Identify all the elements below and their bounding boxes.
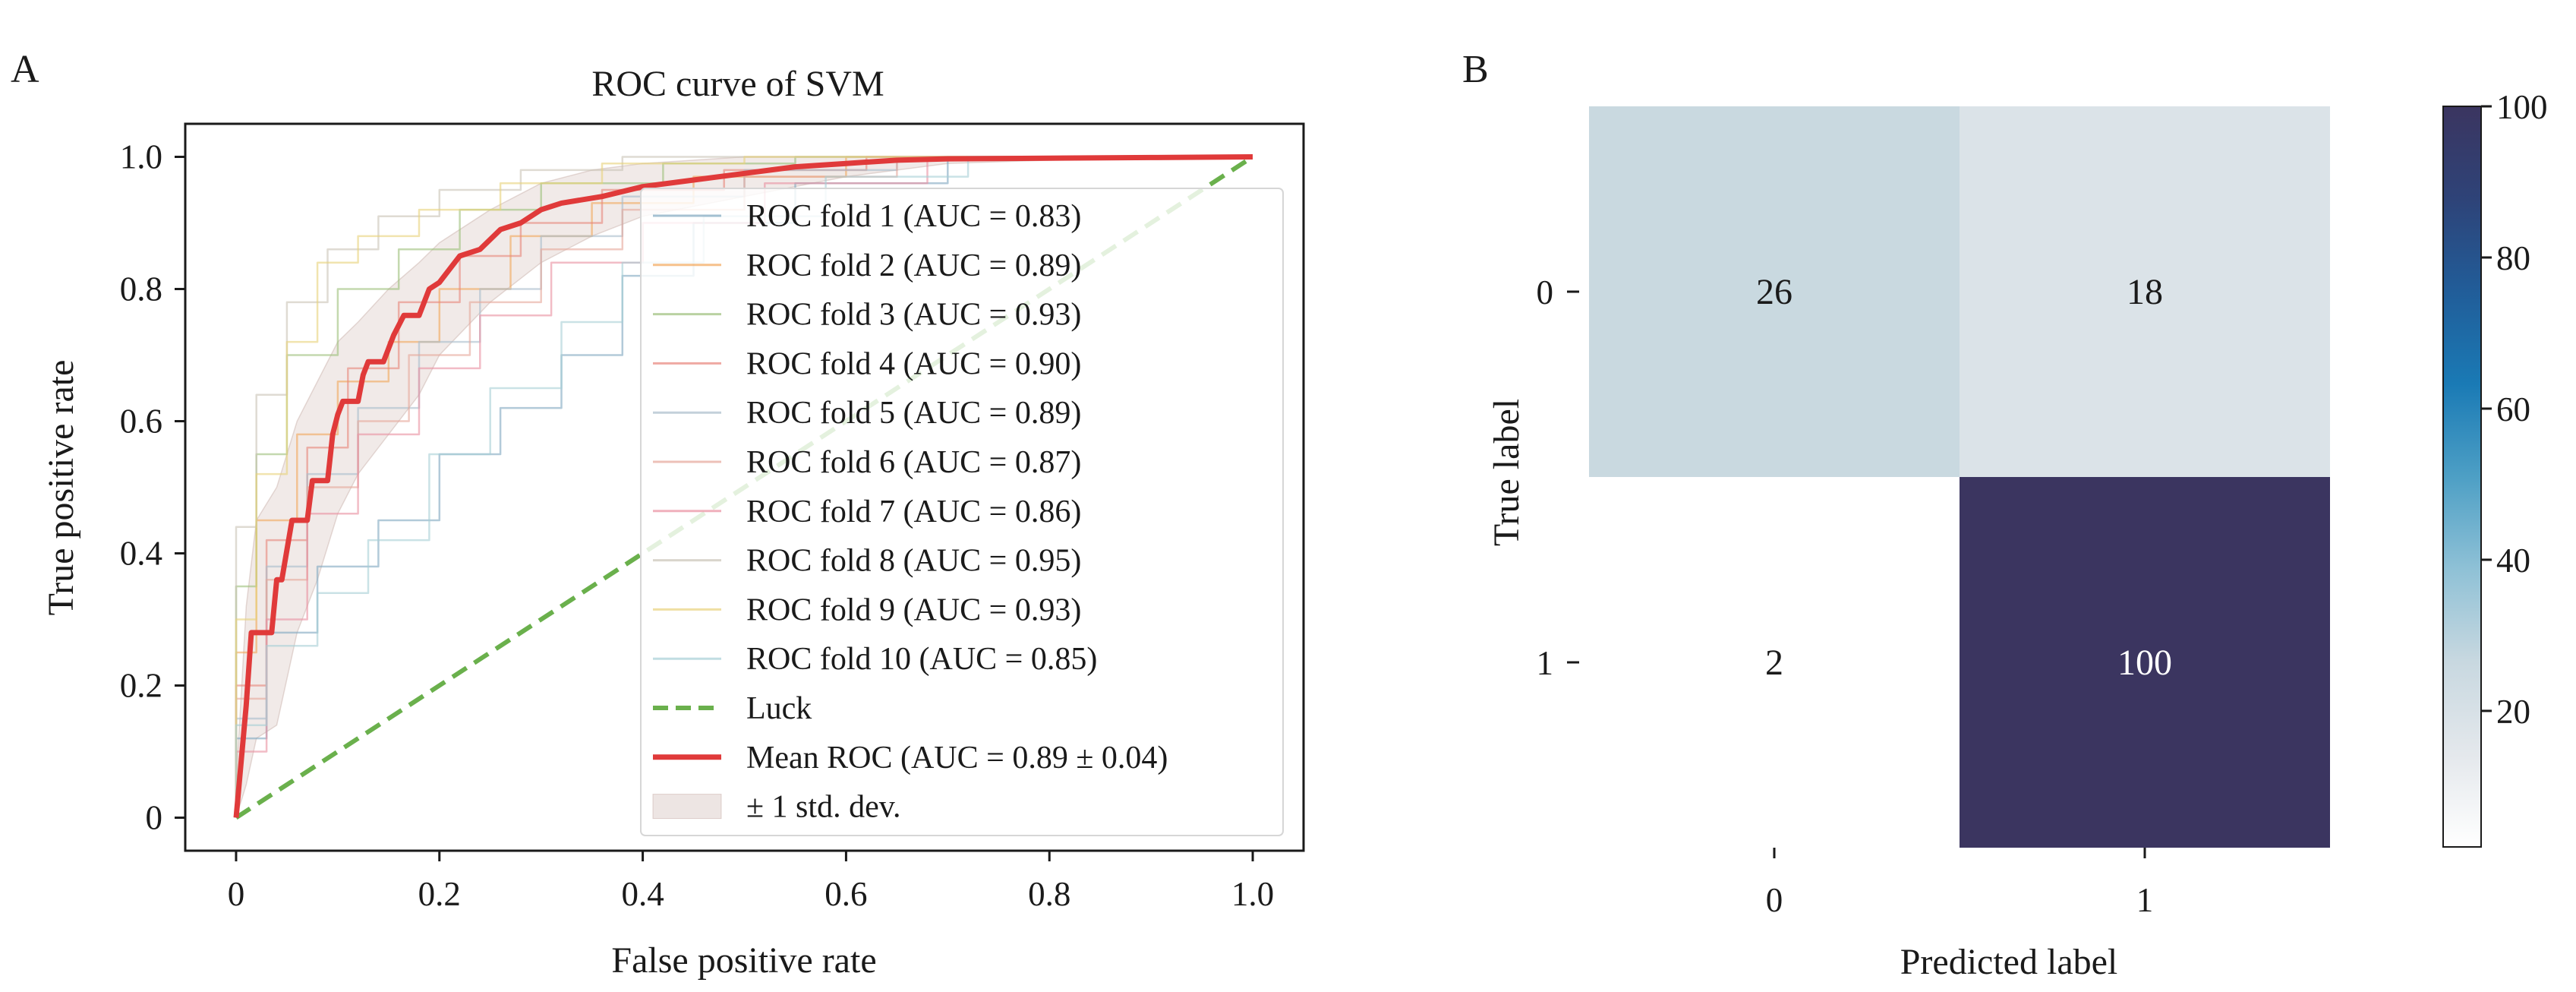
cm-cell bbox=[1960, 106, 2330, 477]
roc-x-tick-label: 0.6 bbox=[825, 875, 867, 913]
roc-legend: ROC fold 1 (AUC = 0.83) ROC fold 2 (AUC =… bbox=[640, 188, 1284, 836]
legend-label: Mean ROC (AUC = 0.89 ± 0.04) bbox=[746, 741, 1168, 776]
legend-label: ROC fold 4 (AUC = 0.90) bbox=[746, 346, 1081, 381]
colorbar: 20 40 60 80 100 bbox=[2442, 88, 2548, 848]
colorbar-bar bbox=[2442, 106, 2482, 848]
cm-cell bbox=[1589, 477, 1960, 848]
legend-label: ROC fold 7 (AUC = 0.86) bbox=[746, 494, 1081, 529]
cm-cell-value: 26 bbox=[1756, 272, 1792, 312]
colorbar-tick-label: 100 bbox=[2496, 88, 2548, 126]
roc-y-tick-label: 0.2 bbox=[120, 667, 162, 705]
roc-title: ROC curve of SVM bbox=[591, 64, 884, 104]
cm-cell bbox=[1960, 477, 2330, 848]
legend-label: ± 1 std. dev. bbox=[746, 790, 900, 825]
confusion-matrix-ticks: 0 1 0 1 bbox=[1537, 273, 2154, 919]
legend-label: ROC fold 2 (AUC = 0.89) bbox=[746, 248, 1081, 283]
legend-label: ROC fold 8 (AUC = 0.95) bbox=[746, 544, 1081, 579]
roc-x-tick-label: 1.0 bbox=[1231, 875, 1274, 913]
panel-letter-a: A bbox=[11, 48, 39, 91]
cm-x-tick-label: 0 bbox=[1766, 881, 1783, 919]
cm-cell bbox=[1589, 106, 1960, 477]
roc-x-tick-label: 0.8 bbox=[1028, 875, 1070, 913]
cm-x-axis-title: Predicted label bbox=[1900, 942, 2118, 982]
cm-x-tick-label: 1 bbox=[2136, 881, 2154, 919]
panel-letter-b: B bbox=[1462, 48, 1489, 91]
roc-axes-frame bbox=[184, 122, 1305, 852]
legend-label: ROC fold 5 (AUC = 0.89) bbox=[746, 396, 1081, 431]
cm-y-tick-label: 0 bbox=[1537, 273, 1554, 311]
roc-y-ticks: 0 0.2 0.4 0.6 0.8 1.0 bbox=[120, 138, 185, 837]
roc-legend-frame bbox=[640, 188, 1284, 836]
roc-y-axis-title: True positive rate bbox=[41, 360, 81, 616]
legend-label: ROC fold 3 (AUC = 0.93) bbox=[746, 298, 1081, 333]
roc-y-tick-label: 0 bbox=[146, 799, 163, 837]
roc-x-tick-label: 0.4 bbox=[621, 875, 664, 913]
colorbar-tick-label: 60 bbox=[2496, 390, 2530, 428]
roc-y-tick-label: 1.0 bbox=[120, 138, 162, 176]
colorbar-tick-label: 80 bbox=[2496, 239, 2530, 277]
legend-swatch bbox=[652, 794, 722, 820]
roc-x-tick-label: 0.2 bbox=[418, 875, 461, 913]
colorbar-tick-label: 20 bbox=[2496, 693, 2530, 731]
confusion-matrix-cells: 26 18 2 100 bbox=[1589, 106, 2330, 848]
colorbar-tick-label: 40 bbox=[2496, 542, 2530, 580]
roc-fold-line-8 bbox=[235, 156, 1253, 818]
legend-label: ROC fold 1 (AUC = 0.83) bbox=[746, 199, 1081, 234]
roc-y-tick-label: 0.4 bbox=[120, 535, 162, 573]
legend-label: ROC fold 9 (AUC = 0.93) bbox=[746, 592, 1081, 627]
legend-label: Luck bbox=[746, 691, 812, 726]
roc-mean-line bbox=[233, 154, 1253, 818]
cm-cell-value: 18 bbox=[2127, 272, 2163, 312]
roc-y-tick-label: 0.6 bbox=[120, 403, 162, 441]
cm-cell-value: 100 bbox=[2117, 643, 2172, 683]
legend-label: ROC fold 6 (AUC = 0.87) bbox=[746, 445, 1081, 480]
cm-y-axis-title: True label bbox=[1487, 399, 1527, 546]
roc-y-tick-label: 0.8 bbox=[120, 270, 162, 308]
roc-x-ticks: 0 0.2 0.4 0.6 0.8 1.0 bbox=[228, 851, 1274, 913]
cm-y-tick-label: 1 bbox=[1537, 644, 1554, 682]
confusion-matrix-panel: B 26 18 2 100 0 1 0 1 Predicted label True lab… bbox=[1462, 48, 2548, 982]
legend-label: ROC fold 10 (AUC = 0.85) bbox=[746, 642, 1097, 677]
roc-fold-line-9 bbox=[235, 156, 1253, 818]
roc-x-axis-title: False positive rate bbox=[611, 940, 876, 981]
roc-x-tick-label: 0 bbox=[228, 875, 245, 913]
cm-cell-value: 2 bbox=[1765, 643, 1783, 683]
roc-panel: A ROC curve of SVM 0 0.2 0.4 0.6 0.8 1.0 0 0.2… bbox=[11, 48, 1305, 981]
